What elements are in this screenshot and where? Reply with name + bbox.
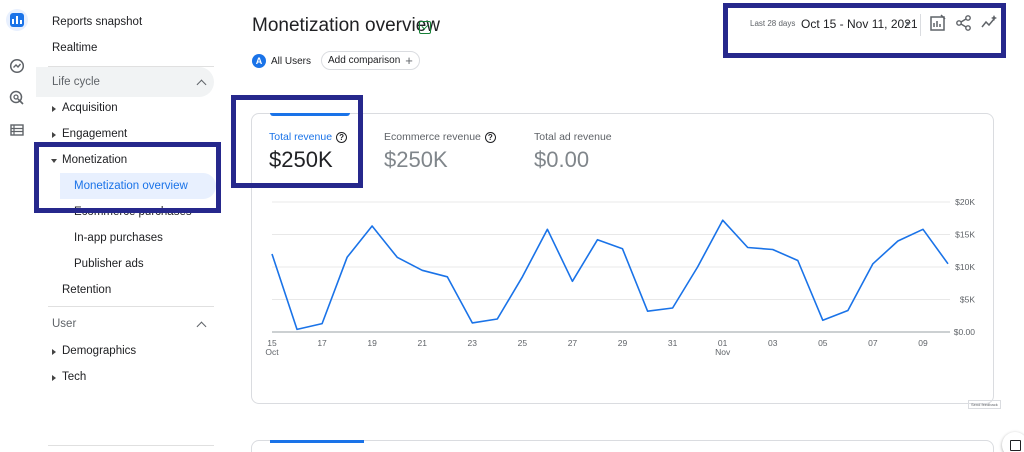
nav-engagement[interactable]: Engagement — [51, 128, 128, 140]
nav-publisher-ads[interactable]: Publisher ads — [74, 258, 144, 270]
x-tick-label: 17 — [317, 338, 327, 348]
feedback-chat-icon[interactable] — [1002, 432, 1024, 452]
x-tick-label: 01 — [718, 338, 728, 348]
x-tick-label: 27 — [568, 338, 578, 348]
x-tick-label: 21 — [417, 338, 427, 348]
metric-value: $250K — [269, 147, 333, 172]
secondary-card-indicator — [270, 440, 364, 443]
date-dropdown-icon[interactable] — [905, 22, 911, 26]
user-label: User — [52, 318, 77, 330]
add-comparison-label: Add comparison — [328, 55, 401, 66]
nav-active-indicator — [60, 173, 216, 199]
x-tick-label: 07 — [868, 338, 878, 348]
x-tick-label: 09 — [918, 338, 928, 348]
secondary-card — [251, 440, 994, 452]
y-tick-label: $5K — [960, 295, 975, 305]
x-tick-sublabel: Nov — [715, 347, 731, 357]
x-tick-label: 03 — [768, 338, 778, 348]
x-tick-label: 25 — [518, 338, 528, 348]
customize-report-icon[interactable] — [929, 14, 947, 32]
nav-demographics[interactable]: Demographics — [51, 345, 137, 357]
nav-divider — [48, 66, 214, 67]
configure-icon[interactable] — [6, 119, 28, 141]
page-title: Monetization overview — [252, 15, 440, 36]
all-users-label: All Users — [271, 55, 312, 67]
revenue-card — [251, 113, 994, 404]
metric-label: Total ad revenue — [534, 131, 612, 143]
x-tick-label: 31 — [668, 338, 678, 348]
nav-monetization-overview[interactable]: Monetization overview — [74, 180, 188, 192]
metric-label: Ecommerce revenue — [384, 131, 481, 143]
x-tick-label: 23 — [468, 338, 478, 348]
annotation-box-metric — [231, 95, 363, 188]
y-tick-label: $10K — [955, 262, 975, 272]
toolbar-divider — [920, 14, 921, 36]
metric-total-ad-revenue[interactable]: Total ad revenue $0.00 — [534, 131, 612, 173]
y-tick-label: $20K — [955, 197, 975, 207]
user-collapse-icon[interactable] — [196, 321, 207, 332]
x-tick-label: 29 — [618, 338, 628, 348]
reports-nav: Reports snapshot Realtime Life cycle Acq… — [36, 0, 226, 452]
metric-label: Total revenue — [269, 131, 333, 143]
date-preset-label[interactable]: Last 28 days — [750, 19, 796, 28]
nav-divider — [48, 445, 214, 446]
nav-retention[interactable]: Retention — [62, 284, 112, 296]
nav-monetization[interactable]: Monetization — [50, 154, 128, 166]
annotation-box-nav — [34, 142, 221, 213]
reports-icon[interactable] — [6, 9, 28, 31]
revenue-series-line — [271, 219, 949, 331]
send-feedback-button[interactable]: Send feedback — [968, 400, 1001, 409]
metric-total-revenue[interactable]: Total revenue? $250K — [269, 131, 348, 173]
advertising-icon[interactable] — [6, 87, 28, 109]
plus-icon: + — [405, 53, 413, 68]
x-tick-label: 05 — [818, 338, 828, 348]
nav-reports-snapshot[interactable]: Reports snapshot — [52, 16, 143, 28]
metric-value: $0.00 — [534, 147, 590, 172]
date-range-picker[interactable]: Oct 15 - Nov 11, 2021 — [801, 17, 918, 31]
annotation-box-toolbar — [723, 3, 1006, 58]
nav-tech[interactable]: Tech — [51, 371, 87, 383]
share-icon[interactable] — [955, 14, 973, 32]
insights-icon[interactable] — [980, 14, 998, 32]
explore-icon[interactable] — [6, 55, 28, 77]
nav-divider — [48, 306, 214, 307]
metric-value: $250K — [384, 147, 448, 172]
nav-acquisition[interactable]: Acquisition — [52, 102, 118, 114]
all-users-badge: A — [252, 54, 266, 68]
help-icon[interactable]: ? — [484, 131, 496, 143]
add-comparison-button[interactable]: Add comparison + — [321, 51, 420, 70]
metric-ecommerce-revenue[interactable]: Ecommerce revenue? $250K — [384, 131, 496, 173]
x-tick-sublabel: Oct — [265, 347, 279, 357]
selected-metric-indicator — [270, 113, 350, 116]
lifecycle-label: Life cycle — [52, 76, 100, 88]
verified-icon[interactable] — [419, 21, 431, 34]
help-icon[interactable]: ? — [336, 131, 348, 143]
nav-inapp-purchases[interactable]: In-app purchases — [74, 232, 163, 244]
icon-rail — [0, 0, 36, 452]
x-tick-label: 15 — [267, 338, 277, 348]
all-users-chip[interactable]: A All Users — [252, 52, 311, 70]
y-tick-label: $15K — [955, 230, 975, 240]
nav-realtime[interactable]: Realtime — [52, 42, 98, 54]
lifecycle-section-header[interactable] — [36, 67, 214, 97]
x-tick-label: 19 — [367, 338, 377, 348]
y-tick-label: $0.00 — [954, 327, 976, 337]
